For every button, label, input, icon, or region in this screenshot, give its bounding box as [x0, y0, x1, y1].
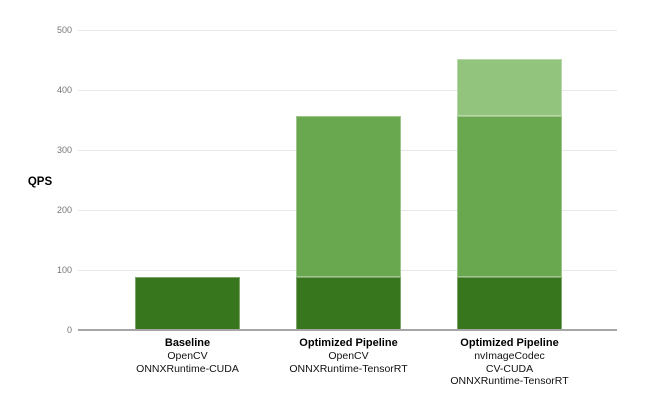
category-subline: ONNXRuntime-TensorRT — [450, 375, 569, 387]
bar-1 — [135, 277, 240, 330]
category-subline: OpenCV — [167, 350, 208, 362]
y-tick-label-300: 300 — [56, 145, 72, 155]
category-name: Optimized Pipeline — [460, 337, 559, 349]
category-subline: ONNXRuntime-CUDA — [136, 362, 239, 375]
gridline-500 — [78, 30, 617, 31]
bar-3-segment-dark-green — [457, 277, 562, 330]
y-tick-label-400: 400 — [56, 85, 72, 95]
gridline-400 — [78, 90, 617, 91]
bar-1-segment-dark-green — [135, 277, 240, 330]
category-label-1: Baseline OpenCV ONNXRuntime-CUDA — [103, 337, 273, 375]
category-subline: ONNXRuntime-TensorRT — [289, 362, 408, 375]
category-subline: OpenCV — [328, 350, 369, 362]
bar-2 — [296, 116, 401, 330]
category-label-3: Optimized Pipeline nvImageCodec CV-CUDA ONN… — [425, 337, 595, 388]
bar-3-segment-light-green — [457, 58, 562, 117]
category-subline: CV-CUDA — [485, 362, 534, 375]
y-axis-label: QPS — [27, 176, 53, 188]
bar-2-segment-dark-green — [296, 277, 401, 330]
category-subline: nvImageCodec — [474, 350, 545, 362]
category-name: Baseline — [164, 337, 211, 349]
y-tick-label-500: 500 — [56, 25, 72, 35]
plot-area: 0 100 200 300 400 500 — [57, 26, 617, 335]
category-label-2: Optimized Pipeline OpenCV ONNXRuntime-Tens… — [264, 337, 434, 375]
bar-3-segment-medium-green — [457, 116, 562, 278]
y-tick-label-200: 200 — [56, 205, 72, 215]
y-tick-label-100: 100 — [56, 265, 72, 275]
bar-3 — [457, 58, 562, 330]
category-name: Optimized Pipeline — [299, 337, 398, 349]
y-tick-label-0: 0 — [66, 325, 72, 335]
bar-2-segment-medium-green — [296, 116, 401, 278]
x-axis-line — [78, 329, 617, 331]
